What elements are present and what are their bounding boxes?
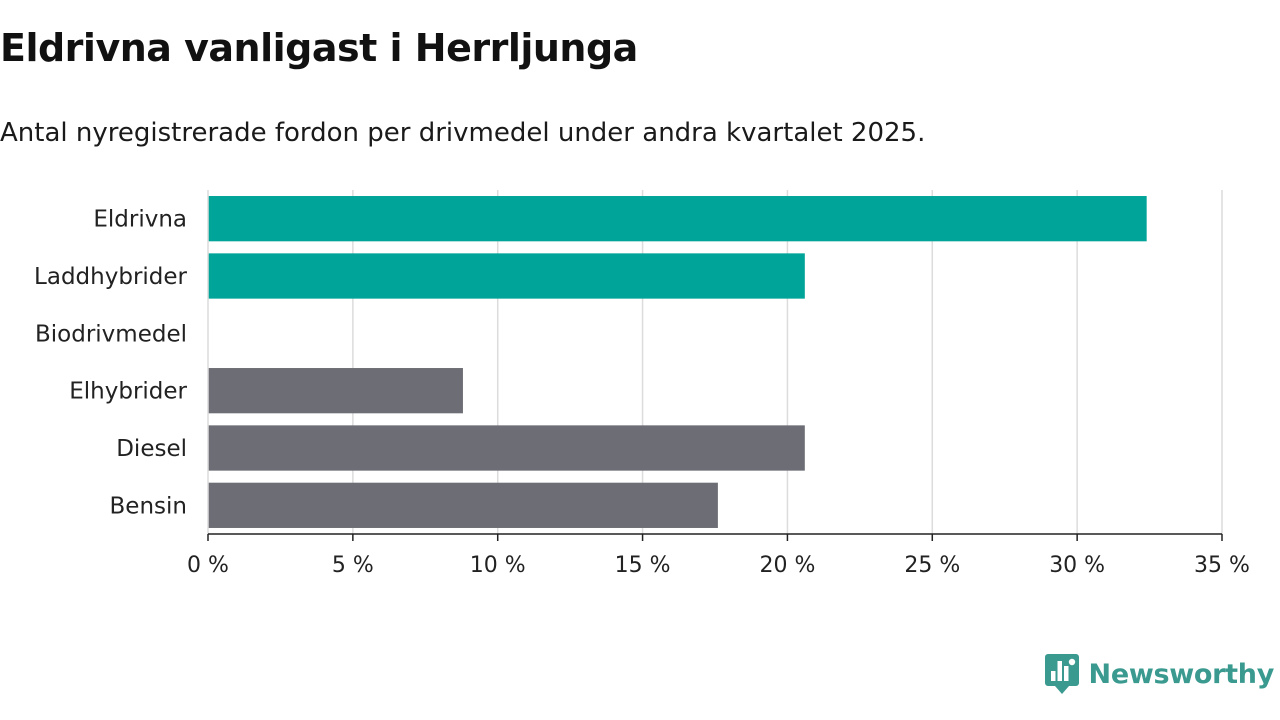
category-labels: Eldrivna Laddhybrider Biodrivmedel Elhybrid… (34, 207, 187, 520)
x-tick-label: 15 % (615, 553, 671, 578)
brand-name: Newsworthy (1088, 658, 1275, 690)
bar-diesel (208, 425, 805, 471)
x-tick-label: 20 % (759, 553, 815, 578)
x-tick-label: 30 % (1049, 553, 1105, 578)
x-tick-label: 10 % (470, 553, 526, 578)
category-label: Eldrivna (93, 207, 187, 233)
gridlines (352, 190, 1223, 534)
bar-bensin (208, 482, 718, 528)
chart-title: Eldrivna vanligast i Herrljunga (0, 26, 638, 70)
bar-laddhybrider (208, 253, 805, 299)
x-tick-label: 0 % (187, 553, 229, 578)
newsworthy-logo: Newsworthy (1044, 654, 1275, 694)
chart-subtitle: Antal nyregistrerade fordon per drivmede… (0, 118, 926, 148)
category-label: Biodrivmedel (35, 321, 187, 347)
bar-chart-logo-icon (1044, 654, 1079, 694)
category-label: Elhybrider (69, 379, 187, 405)
bar-chart: 0 % 5 % 10 % 15 % 20 % 25 % 30 % 35 % Eldrivna L… (34, 190, 1250, 578)
x-tick-label: 25 % (904, 553, 960, 578)
category-label: Diesel (116, 436, 187, 462)
category-label: Bensin (110, 493, 187, 519)
bar-elhybrider (208, 368, 463, 414)
category-label: Laddhybrider (34, 264, 187, 290)
x-tick-label: 35 % (1194, 553, 1250, 578)
x-tick-label: 5 % (332, 553, 374, 578)
x-axis: 0 % 5 % 10 % 15 % 20 % 25 % 30 % 35 % (187, 190, 1250, 578)
bar-eldrivna (208, 196, 1147, 242)
bars (208, 196, 1147, 528)
